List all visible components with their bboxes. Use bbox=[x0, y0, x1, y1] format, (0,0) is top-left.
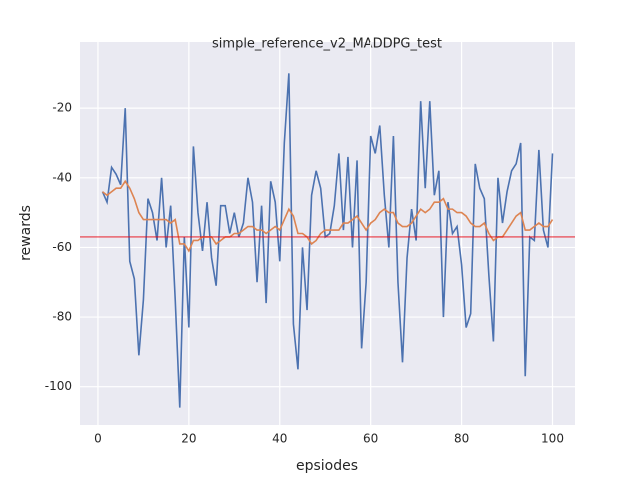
series-line bbox=[101, 73, 554, 408]
x-tick-label: 20 bbox=[181, 432, 196, 446]
x-tick-label: 100 bbox=[541, 432, 564, 446]
chart-title: simple_reference_v2_MADDPG_test bbox=[212, 37, 442, 52]
y-tick-label: -100 bbox=[45, 379, 72, 393]
series-line bbox=[102, 179, 554, 253]
y-tick-label: -80 bbox=[52, 310, 72, 324]
y-tick-label: -40 bbox=[52, 170, 72, 184]
x-tick-label: 0 bbox=[94, 432, 102, 446]
x-tick-label: 80 bbox=[454, 432, 469, 446]
y-axis-label: rewards bbox=[18, 205, 34, 261]
x-axis-label: epsiodes bbox=[296, 458, 358, 474]
y-tick-label: -60 bbox=[52, 240, 72, 254]
y-tick-label: -20 bbox=[52, 101, 72, 115]
plot-area bbox=[80, 42, 575, 425]
x-tick-label: 60 bbox=[363, 432, 378, 446]
x-tick-label: 40 bbox=[272, 432, 287, 446]
